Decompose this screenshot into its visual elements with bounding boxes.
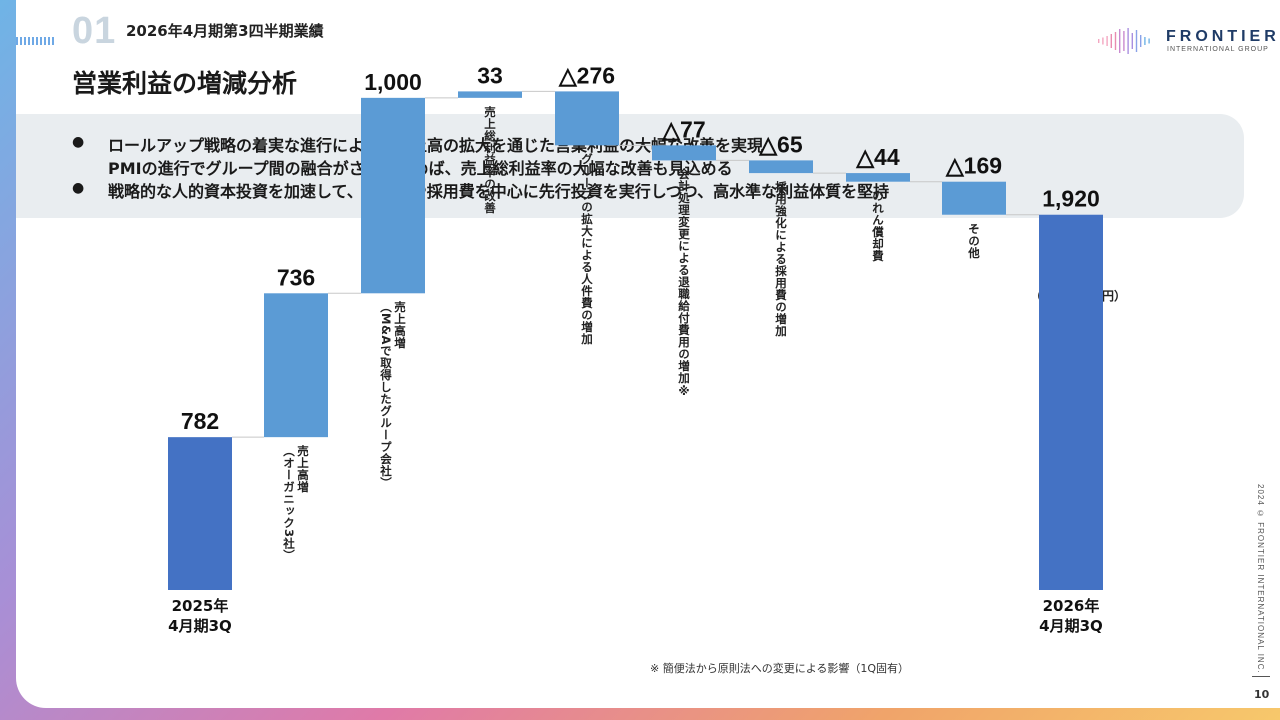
category-label-0: 2025年 4月期3Q [168,597,232,635]
copyright: 2024 © FRONTIER INTERNATIONAL INC. [1256,484,1265,674]
value-label-1: 736 [277,264,315,290]
logo-sub-text: INTERNATIONAL GROUP [1167,46,1269,53]
header-label: 2026年4月期第3四半期業績 [126,22,324,40]
value-label-6: △65 [758,131,802,157]
logo-wave-bar [1148,38,1150,44]
value-label-0: 782 [181,408,219,434]
logo-wave-bar [1114,32,1117,50]
bar-9 [1039,214,1103,590]
section-number: 01 [72,10,117,52]
logo-wave-bar [1098,39,1100,43]
summary-bullet-2: 戦略的な人的資本投資を加速して、人件費や採用費を中心に先行投資を実行しつつ、高水… [108,182,890,201]
bar-2 [361,97,425,294]
category-label-5: 会計処理変更による退職給付費用の増加※ [677,168,691,399]
logo-wave-bar [1102,37,1104,45]
logo-wave-bar [1119,29,1121,53]
category-label-7: のれん償却費 [871,189,885,262]
logo-wave-bar [1140,35,1142,47]
bar-5 [652,145,716,161]
value-label-8: △169 [945,153,1002,179]
bar-1 [264,293,328,438]
category-label-6: 採用強化による採用費の増加 [774,181,788,338]
footnote: ※ 簡便法から原則法への変更による影響（1Q固有） [650,662,910,675]
logo-wave-bar [1144,37,1146,45]
bar-6 [749,160,813,174]
value-label-3: 33 [477,62,503,88]
value-label-4: △276 [558,62,615,88]
logo-wave-bar [1135,30,1138,52]
value-label-5: △77 [661,116,705,142]
category-label-3: 売上総利益率の改善 [483,105,497,214]
logo-wave-bar [1131,33,1133,49]
page-number-divider [1252,676,1270,677]
bullet-dot-icon: ● [72,180,85,196]
logo-wave-bar [1127,28,1129,54]
value-label-9: 1,920 [1042,186,1100,212]
category-label-1: 売上高増 （オーガニック3社） [282,445,310,562]
logo-wave-bar [1123,31,1125,51]
category-label-2: 売上高増 （M&Aで取得したグループ会社） [379,301,407,490]
logo-wave-bar [1110,34,1112,48]
bar-8 [942,181,1006,215]
logo-wave-bar [1106,36,1108,46]
decorative-dots [16,37,54,45]
page-title: 営業利益の増減分析 [72,69,298,98]
bar-0 [168,437,232,590]
category-label-4: グループの拡大による人件費の増加 [580,153,594,346]
value-label-7: △44 [855,144,899,170]
category-label-9: 2026年 4月期3Q [1039,597,1103,635]
page-number: 10 [1254,688,1270,701]
bullet-dot-icon: ● [72,134,85,150]
bar-3 [458,91,522,98]
logo-wave-icon [1098,28,1150,54]
category-label-8: その他 [967,222,981,259]
bar-7 [846,173,910,182]
value-label-2: 1,000 [364,69,422,95]
bar-4 [555,91,619,146]
logo-main-text: FRONTIER [1166,28,1280,45]
